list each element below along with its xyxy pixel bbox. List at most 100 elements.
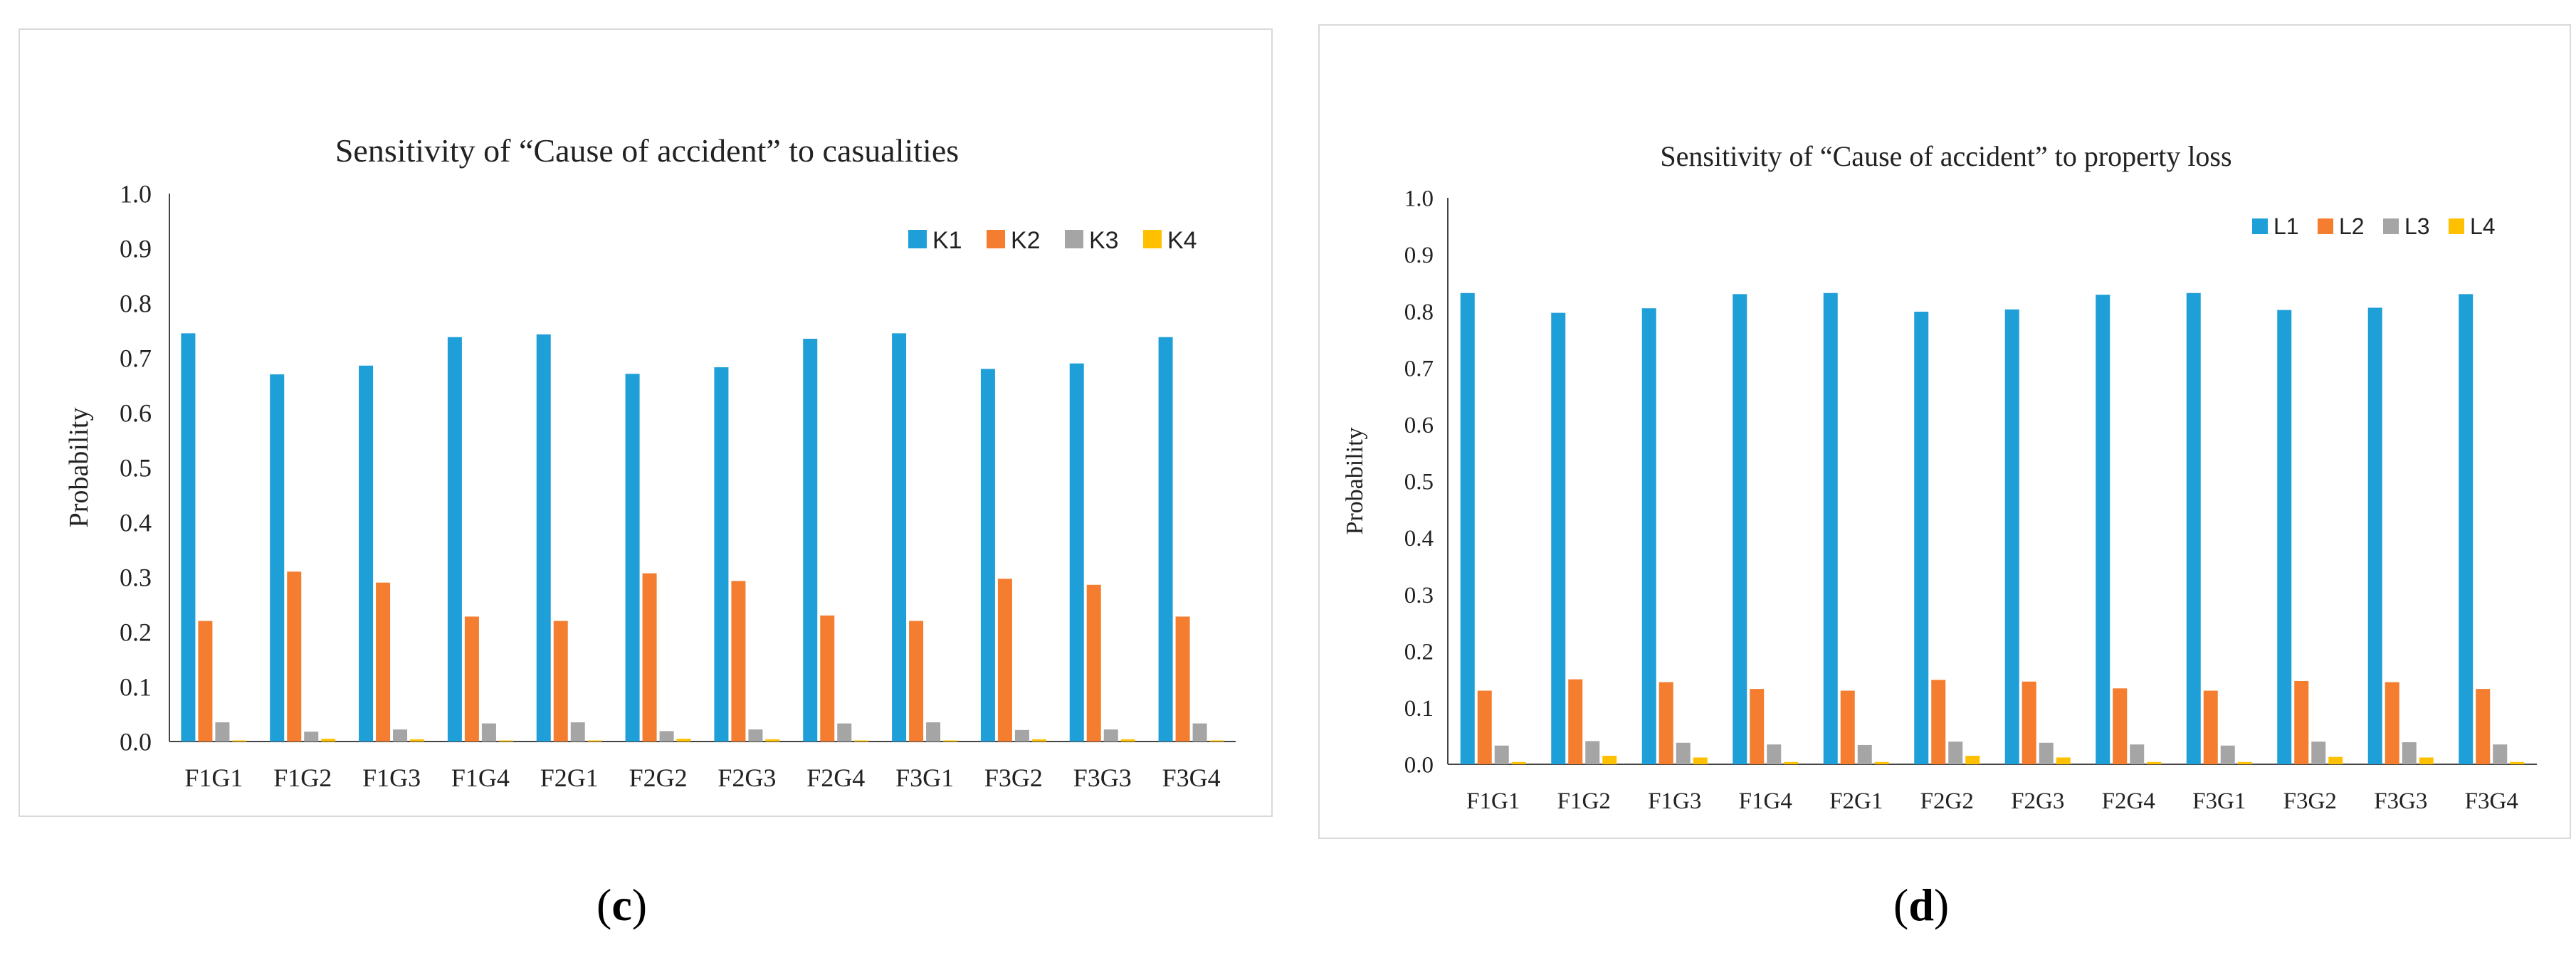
bar-l4-f2g2: [1965, 756, 1980, 764]
x-tick-label: F2G3: [717, 764, 776, 792]
bar-l4-f2g4: [2147, 761, 2162, 764]
bar-k4-f3g1: [943, 740, 958, 742]
bar-k4-f2g4: [854, 740, 869, 742]
bar-l2-f2g1: [1840, 690, 1855, 764]
bar-k1-f2g2: [625, 374, 640, 742]
legend-label-l1: L1: [2273, 213, 2299, 239]
bar-k1-f3g3: [1069, 363, 1084, 742]
x-tick-label: F2G2: [1920, 788, 1974, 814]
bar-l3-f1g3: [1676, 742, 1691, 764]
bar-l1-f1g2: [1551, 312, 1566, 764]
y-tick-label: 0.4: [120, 509, 152, 537]
bar-l3-f3g4: [2493, 744, 2508, 764]
bar-k1-f2g3: [714, 367, 729, 742]
bar-l4-f2g3: [2056, 757, 2071, 764]
bar-l3-f2g1: [1857, 744, 1872, 764]
legend-swatch-l2: [2318, 218, 2333, 234]
bar-l2-f2g3: [2022, 681, 2036, 764]
x-tick-label: F2G1: [1829, 788, 1883, 814]
bar-l3-f3g2: [2311, 742, 2326, 764]
bar-k4-f2g2: [676, 739, 691, 742]
bar-l3-f3g3: [2402, 742, 2417, 764]
bar-k4-f3g3: [1120, 739, 1135, 742]
y-tick-label: 0.1: [1404, 696, 1434, 722]
bar-k1-f3g1: [892, 333, 907, 742]
y-tick-label: 0.0: [120, 728, 152, 756]
bar-l1-f1g3: [1641, 308, 1656, 765]
caption-d-letter: d: [1908, 880, 1934, 930]
x-tick-label: F3G3: [2374, 788, 2427, 814]
y-tick-label: 0.9: [1404, 243, 1434, 268]
bar-k1-f2g4: [803, 339, 818, 742]
bar-l2-f2g2: [1931, 680, 1946, 764]
bar-k3-f1g1: [215, 722, 230, 742]
x-tick-label: F3G2: [984, 764, 1043, 792]
legend-swatch-k4: [1143, 230, 1162, 248]
bar-k2-f1g2: [287, 571, 302, 742]
bar-k3-f2g2: [659, 731, 674, 742]
caption-c-letter: c: [611, 880, 632, 930]
bar-k2-f3g3: [1086, 584, 1101, 742]
y-tick-label: 0.9: [120, 235, 152, 263]
y-tick-label: 0.5: [1404, 470, 1434, 495]
x-tick-label: F2G1: [540, 764, 599, 792]
bar-l1-f3g1: [2186, 292, 2201, 764]
x-tick-label: F3G1: [2192, 788, 2246, 814]
legend-label-l2: L2: [2339, 213, 2365, 239]
y-tick-label: 0.8: [1404, 300, 1434, 325]
bar-l2-f3g4: [2476, 689, 2491, 764]
bar-l2-f1g1: [1477, 690, 1492, 764]
bar-k1-f2g1: [536, 334, 551, 742]
x-tick-label: F2G2: [629, 764, 688, 792]
bar-k2-f3g2: [997, 579, 1012, 742]
x-tick-label: F1G2: [1557, 788, 1611, 814]
bar-l3-f3g1: [2220, 745, 2235, 764]
y-tick-label: 0.6: [1404, 413, 1434, 438]
bar-l3-f1g1: [1494, 745, 1509, 764]
bar-k1-f1g3: [359, 365, 374, 742]
bar-k3-f3g3: [1103, 729, 1118, 742]
legend-swatch-l4: [2449, 218, 2464, 234]
bar-l4-f2g1: [1874, 761, 1889, 764]
bar-k4-f2g3: [765, 739, 780, 742]
bar-l4-f3g4: [2510, 761, 2525, 764]
legend-label-k2: K2: [1011, 227, 1041, 254]
chart-title: Sensitivity of “Cause of accident” to pr…: [1660, 140, 2231, 172]
bar-k4-f1g1: [232, 740, 247, 742]
caption-d-close: ): [1933, 880, 1950, 930]
bar-k2-f2g3: [731, 581, 746, 742]
bar-k2-f3g1: [909, 621, 924, 742]
legend-swatch-k3: [1065, 230, 1083, 248]
bar-l1-f2g3: [2004, 309, 2019, 764]
bar-k3-f1g4: [481, 723, 496, 742]
x-tick-label: F3G1: [895, 764, 954, 792]
y-tick-label: 0.4: [1404, 526, 1434, 552]
legend-swatch-k1: [908, 230, 927, 248]
bar-l4-f3g1: [2237, 761, 2252, 764]
x-tick-label: F2G4: [806, 764, 865, 792]
bar-l2-f1g4: [1750, 689, 1765, 764]
bar-l4-f1g2: [1602, 756, 1617, 764]
caption-d-open: (: [1893, 880, 1909, 930]
legend-label-k3: K3: [1089, 227, 1119, 254]
legend-label-k1: K1: [932, 227, 962, 254]
bar-l4-f3g3: [2419, 757, 2434, 764]
legend-swatch-l1: [2252, 218, 2268, 234]
bar-k2-f2g1: [553, 621, 568, 742]
legend-swatch-k2: [987, 230, 1005, 248]
bar-l4-f1g3: [1693, 757, 1708, 764]
bar-l3-f1g4: [1767, 744, 1782, 764]
bar-l4-f1g1: [1511, 761, 1526, 764]
bar-k3-f1g3: [393, 729, 408, 742]
bar-l1-f3g2: [2277, 310, 2292, 764]
legend-label-k4: K4: [1167, 227, 1197, 254]
x-tick-label: F1G3: [362, 764, 421, 792]
x-tick-label: F3G4: [1162, 764, 1221, 792]
bar-l2-f2g4: [2113, 688, 2128, 764]
y-tick-label: 0.8: [120, 290, 152, 318]
y-tick-label: 0.7: [1404, 356, 1434, 381]
legend-label-l4: L4: [2470, 213, 2496, 239]
bar-l1-f1g1: [1460, 292, 1475, 764]
bar-k1-f1g2: [270, 374, 285, 742]
bar-k2-f1g3: [376, 582, 391, 742]
